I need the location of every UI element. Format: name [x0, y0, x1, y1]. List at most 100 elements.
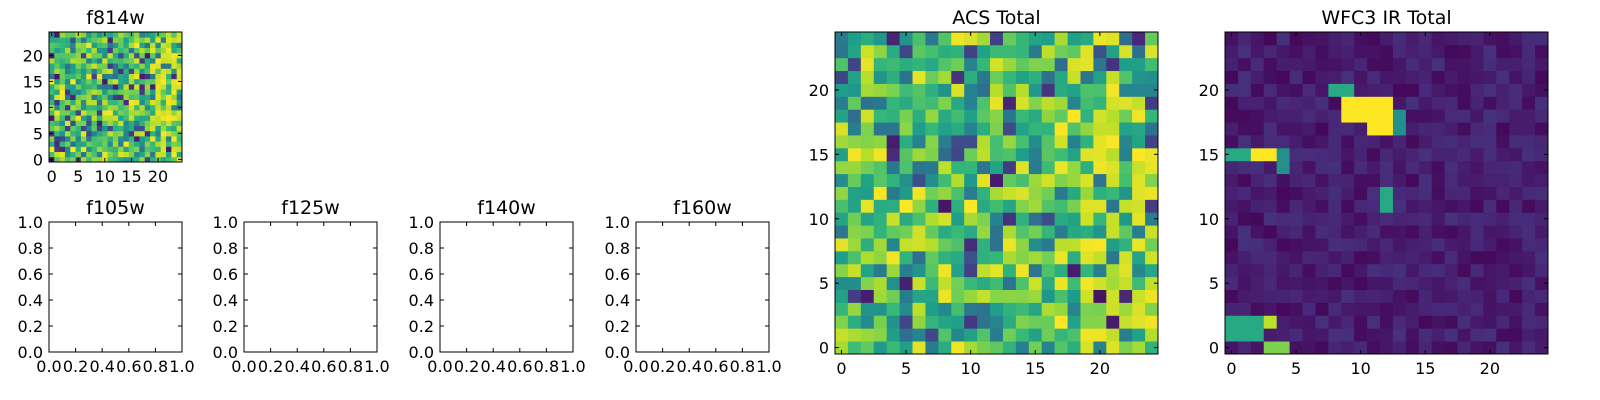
heatmap-cell: [1483, 147, 1497, 162]
heatmap-cell: [1276, 315, 1290, 329]
heatmap-cell: [155, 115, 162, 121]
heatmap-cell: [886, 135, 900, 149]
heatmap-cell: [1289, 289, 1303, 303]
heatmap-cell: [886, 341, 900, 355]
heatmap-cell: [912, 83, 926, 97]
heatmap-cell: [134, 68, 140, 74]
heatmap-cell: [1457, 302, 1471, 316]
heatmap-cell: [873, 225, 888, 239]
y-tick-label: 0.4: [605, 291, 630, 310]
heatmap-cell: [847, 32, 862, 46]
heatmap-cell: [1341, 199, 1355, 213]
y-tick-label: 0.8: [213, 239, 238, 258]
heatmap-cell: [925, 302, 939, 316]
heatmap-cell: [1237, 263, 1252, 278]
heatmap-cell: [1028, 199, 1043, 213]
heatmap-cell: [990, 70, 1004, 84]
heatmap-cell: [139, 42, 146, 48]
heatmap-cell: [144, 89, 151, 95]
heatmap-cell: [1470, 289, 1484, 303]
heatmap-cell: [91, 115, 98, 121]
heatmap-cell: [1470, 57, 1484, 72]
heatmap-cell: [1535, 173, 1549, 187]
heatmap-cell: [1431, 160, 1446, 175]
heatmap-cell: [847, 328, 862, 342]
heatmap-cell: [1431, 70, 1446, 84]
heatmap-cell: [1457, 328, 1471, 342]
heatmap-cell: [951, 289, 965, 303]
heatmap-cell: [91, 104, 98, 111]
heatmap-cell: [1380, 135, 1394, 149]
heatmap-cell: [166, 136, 172, 142]
heatmap-cell: [1015, 186, 1030, 200]
heatmap-cell: [1276, 341, 1290, 355]
heatmap-cell: [1106, 70, 1120, 84]
heatmap-cell: [1263, 238, 1278, 252]
heatmap-cell: [123, 37, 130, 43]
heatmap-cell: [64, 73, 71, 80]
heatmap-cell: [102, 52, 108, 59]
heatmap-cell: [860, 225, 875, 239]
heatmap-cell: [91, 63, 98, 69]
heatmap-cell: [1041, 109, 1056, 123]
heatmap-cell: [1080, 135, 1094, 149]
heatmap-cell: [1289, 238, 1303, 252]
heatmap-cell: [873, 276, 888, 290]
heatmap-cell: [1483, 135, 1497, 149]
heatmap-cell: [1119, 57, 1133, 72]
heatmap-cell: [925, 44, 939, 59]
heatmap-cell: [1302, 160, 1316, 175]
heatmap-cell: [1028, 70, 1043, 84]
heatmap-cell: [1315, 276, 1329, 290]
heatmap-cell: [1145, 263, 1159, 278]
heatmap-cell: [1250, 199, 1265, 213]
heatmap-cell: [990, 341, 1004, 355]
heatmap-cell: [1405, 276, 1420, 290]
heatmap-cell: [1367, 32, 1381, 46]
heatmap-cell: [144, 115, 151, 121]
heatmap-cell: [1225, 147, 1239, 162]
heatmap-cell: [1328, 44, 1342, 59]
heatmap-cell: [1483, 212, 1497, 226]
heatmap-cell: [144, 47, 151, 54]
heatmap-cell: [1250, 173, 1265, 187]
heatmap-cell: [155, 130, 162, 137]
heatmap-cell: [1483, 32, 1497, 46]
heatmap-cell: [1119, 315, 1133, 329]
heatmap-cell: [1341, 276, 1355, 290]
heatmap-cell: [847, 122, 862, 136]
heatmap-cell: [107, 37, 114, 43]
heatmap-cell: [1302, 328, 1316, 342]
heatmap-cell: [977, 109, 991, 123]
heatmap-cell: [860, 57, 875, 72]
x-tick-label: 0.0: [623, 357, 648, 376]
heatmap-cell: [75, 47, 82, 54]
heatmap-cell: [977, 57, 991, 72]
heatmap-cell: [59, 136, 66, 142]
heatmap-cell: [1250, 289, 1265, 303]
heatmap-cell: [1067, 328, 1081, 342]
heatmap-cell: [1315, 212, 1329, 226]
heatmap-cell: [155, 47, 162, 54]
heatmap-cell: [1392, 135, 1407, 149]
heatmap-cell: [96, 104, 103, 111]
heatmap-cell: [1054, 212, 1068, 226]
heatmap-cell: [1015, 122, 1030, 136]
heatmap-cell: [1418, 135, 1433, 149]
heatmap-cell: [176, 94, 183, 100]
heatmap-cell: [1106, 341, 1120, 355]
heatmap-cell: [1002, 263, 1017, 278]
heatmap-cell: [951, 135, 965, 149]
y-tick-label: 5: [1209, 274, 1219, 293]
heatmap-cell: [1522, 199, 1536, 213]
x-tick-label: 0: [1226, 359, 1236, 378]
heatmap-cell: [59, 63, 66, 69]
heatmap-cell: [1509, 238, 1523, 252]
heatmap-cell: [75, 120, 82, 126]
heatmap-cell: [1132, 44, 1146, 59]
heatmap-cell: [70, 99, 76, 106]
heatmap-cell: [1392, 32, 1407, 46]
heatmap-cell: [886, 315, 900, 329]
heatmap-cell: [835, 147, 849, 162]
